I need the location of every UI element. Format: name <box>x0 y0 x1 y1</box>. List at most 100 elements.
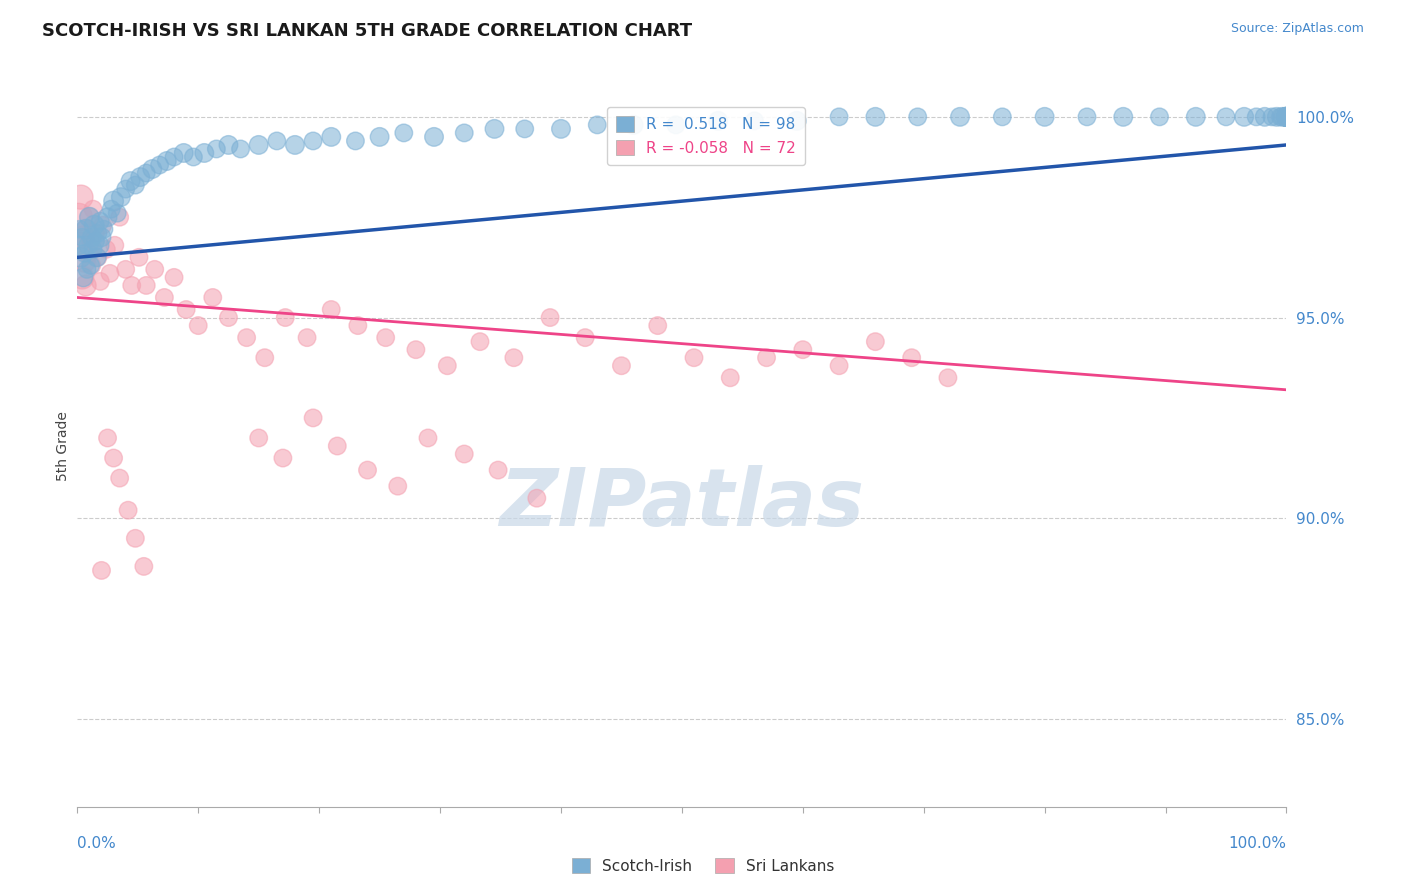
Point <box>665 118 688 132</box>
Point <box>718 371 741 385</box>
Point <box>98 267 121 281</box>
Point <box>1275 110 1298 124</box>
Point <box>76 222 98 236</box>
Point <box>135 278 157 293</box>
Point <box>76 262 98 277</box>
Point <box>1275 110 1298 124</box>
Point <box>683 351 706 365</box>
Point <box>82 243 104 257</box>
Point <box>247 138 270 153</box>
Point <box>387 479 409 493</box>
Point <box>1275 110 1298 124</box>
Point <box>284 138 307 153</box>
Point <box>321 130 343 145</box>
Point <box>1270 110 1292 124</box>
Point <box>77 246 100 260</box>
Point <box>93 222 115 236</box>
Point <box>104 238 127 252</box>
Point <box>187 318 209 333</box>
Point <box>110 190 132 204</box>
Point <box>105 206 128 220</box>
Point <box>1254 110 1277 124</box>
Point <box>1275 110 1298 124</box>
Point <box>647 318 669 333</box>
Point <box>550 122 572 136</box>
Point <box>100 202 122 217</box>
Point <box>1275 110 1298 124</box>
Point <box>266 134 288 148</box>
Point <box>865 334 887 349</box>
Point <box>201 291 224 305</box>
Point <box>153 291 176 305</box>
Point <box>274 310 297 325</box>
Point <box>828 359 851 373</box>
Text: 100.0%: 100.0% <box>1229 836 1286 851</box>
Point <box>1275 110 1298 124</box>
Point <box>73 254 96 268</box>
Point <box>75 222 97 236</box>
Point <box>69 222 91 236</box>
Point <box>90 564 112 578</box>
Text: 0.0%: 0.0% <box>77 836 117 851</box>
Point <box>1185 110 1208 124</box>
Point <box>117 503 139 517</box>
Point <box>1275 110 1298 124</box>
Point <box>121 278 143 293</box>
Point <box>174 302 197 317</box>
Point <box>374 331 396 345</box>
Point <box>96 431 118 445</box>
Point <box>114 182 136 196</box>
Point <box>84 227 107 241</box>
Point <box>526 491 548 506</box>
Point <box>156 154 179 169</box>
Point <box>1275 110 1298 124</box>
Point <box>183 150 205 164</box>
Point <box>67 238 90 252</box>
Point <box>1265 110 1288 124</box>
Point <box>792 343 814 357</box>
Point <box>79 259 101 273</box>
Point <box>129 170 152 185</box>
Point <box>163 150 186 164</box>
Point <box>229 142 252 156</box>
Point <box>205 142 228 156</box>
Legend: R =  0.518   N = 98, R = -0.058   N = 72: R = 0.518 N = 98, R = -0.058 N = 72 <box>607 107 806 165</box>
Point <box>83 219 105 233</box>
Point <box>80 230 103 244</box>
Point <box>141 162 163 177</box>
Point <box>247 431 270 445</box>
Point <box>1275 110 1298 124</box>
Point <box>96 211 118 225</box>
Point <box>1149 110 1171 124</box>
Point <box>89 214 111 228</box>
Point <box>513 122 536 136</box>
Point <box>423 130 446 145</box>
Point <box>1275 110 1298 124</box>
Point <box>271 450 294 465</box>
Point <box>86 251 108 265</box>
Point <box>991 110 1014 124</box>
Point <box>900 351 922 365</box>
Point <box>218 138 240 153</box>
Point <box>302 134 325 148</box>
Point <box>1275 110 1298 124</box>
Point <box>786 114 808 128</box>
Point <box>1112 110 1135 124</box>
Point <box>610 359 633 373</box>
Point <box>80 259 103 273</box>
Point <box>436 359 458 373</box>
Point <box>1215 110 1237 124</box>
Point <box>87 227 110 241</box>
Point <box>1033 110 1056 124</box>
Point <box>755 351 778 365</box>
Point <box>949 110 972 124</box>
Point <box>82 202 104 217</box>
Point <box>405 343 427 357</box>
Point <box>1261 110 1284 124</box>
Point <box>108 471 131 485</box>
Point <box>936 371 959 385</box>
Point <box>623 118 645 132</box>
Point <box>163 270 186 285</box>
Point <box>73 246 96 260</box>
Point <box>79 235 101 249</box>
